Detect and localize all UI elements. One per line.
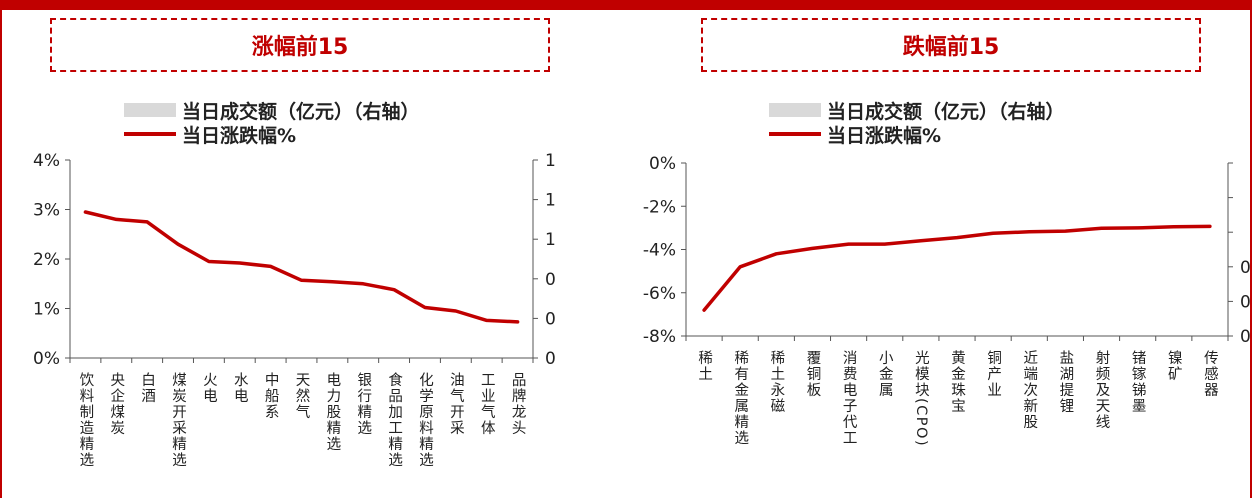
legend-label-bar: 当日成交额（亿元）（右轴）	[182, 100, 420, 123]
chart-2-x-tick-label: 锗镓锑墨	[1130, 350, 1146, 414]
chart-1-y-tick-label: 2%	[33, 250, 60, 270]
chart-1-y-tick-label: 4%	[33, 151, 60, 171]
chart-2-x-tick-label: 覆铜板	[804, 350, 820, 398]
chart-2-y-tick-label: -6%	[643, 284, 676, 304]
chart-2-x-tick-label: 消费电子代工	[841, 350, 857, 446]
chart-2-x-tick-label: 小金属	[877, 350, 893, 398]
chart-title-left: 涨幅前15	[50, 18, 550, 72]
legend-label-bar: 当日成交额（亿元）（右轴）	[827, 100, 1065, 123]
chart-2-x-tick-label: 传感器	[1202, 350, 1218, 398]
chart-1-y2-tick-label: 0	[545, 309, 556, 329]
chart-1-x-tick-label: 白酒	[139, 372, 155, 404]
chart-1-y2-tick-label: 1	[545, 230, 556, 250]
chart-1-y2-tick-label: 1	[545, 191, 556, 211]
chart-2-y-tick-label: -4%	[643, 241, 676, 261]
chart-1-x-tick-label: 银行精选	[355, 372, 371, 436]
chart-2-y-tick-label: 0%	[649, 154, 676, 174]
chart-1-y2-tick-label: 1	[545, 151, 556, 171]
chart-1-x-tick-label: 食品加工精选	[386, 372, 402, 468]
chart-1-x-tick-label: 电力股精选	[324, 372, 340, 452]
chart-1-x-tick-label: 工业气体	[479, 372, 495, 436]
chart-2-x-tick-label: 镍矿	[1166, 350, 1182, 382]
chart-1-x-tick-label: 央企煤炭	[108, 372, 124, 436]
chart-2-x-tick-label: 射频及天线	[1094, 350, 1110, 430]
chart-2-x-tick-label: 盐湖提锂	[1057, 350, 1073, 414]
chart-2-x-tick-label: 近端次新股	[1021, 350, 1037, 430]
chart-1-x-tick-label: 煤炭开采精选	[170, 372, 186, 468]
chart-1-x-tick-label: 化学原料精选	[417, 372, 433, 468]
legend-swatch-bar	[124, 103, 176, 117]
legend-item-line: 当日涨跌幅%	[124, 122, 420, 147]
chart-1-y-tick-label: 1%	[33, 300, 60, 320]
top-border	[0, 0, 1252, 10]
chart-2-series-line	[702, 224, 1212, 312]
legend-label-line: 当日涨跌幅%	[827, 124, 942, 147]
legend-swatch-line	[769, 132, 821, 136]
chart-1-y2-tick-label: 0	[545, 349, 556, 369]
chart-2-y-tick-label: -8%	[643, 327, 676, 347]
chart-1-x-tick-label: 中船系	[263, 372, 279, 420]
chart-1-x-tick-label: 油气开采	[448, 372, 464, 436]
chart-2-x-tick-label: 黄金珠宝	[949, 350, 965, 414]
chart-2-y-tick-label: -2%	[643, 197, 676, 217]
chart-1-series-line	[83, 210, 520, 324]
chart-2-x-tick-label: 光模块(CPO)	[913, 350, 929, 447]
chart-1-y-tick-label: 3%	[33, 201, 60, 221]
chart-1-y2-tick-label: 0	[545, 270, 556, 290]
legend-item-bar: 当日成交额（亿元）（右轴）	[124, 98, 420, 123]
chart-1-x-tick-label: 火电	[201, 372, 217, 404]
legend-swatch-line	[124, 132, 176, 136]
legend-right: 当日成交额（亿元）（右轴） 当日涨跌幅%	[769, 98, 1065, 147]
legend-item-line: 当日涨跌幅%	[769, 122, 1065, 147]
chart-1-x-tick-label: 品牌龙头	[510, 372, 526, 436]
chart-1-x-tick-label: 天然气	[294, 372, 310, 420]
chart-2-x-tick-label: 稀土永磁	[768, 350, 784, 414]
chart-title-right: 跌幅前15	[701, 18, 1201, 72]
legend-item-bar: 当日成交额（亿元）（右轴）	[769, 98, 1065, 123]
right-border	[1250, 10, 1252, 498]
chart-2-x-tick-label: 稀有金属精选	[732, 350, 748, 446]
chart-title-left-text: 涨幅前15	[251, 35, 349, 60]
left-border	[0, 10, 2, 498]
legend-swatch-bar	[769, 103, 821, 117]
legend-left: 当日成交额（亿元）（右轴） 当日涨跌幅%	[124, 98, 420, 147]
chart-1-x-tick-label: 水电	[232, 372, 248, 404]
chart-1-y-tick-label: 0%	[33, 349, 60, 369]
chart-title-right-text: 跌幅前15	[902, 35, 1000, 60]
chart-2-x-tick-label: 铜产业	[985, 350, 1001, 398]
chart-2-x-tick-label: 稀土	[696, 350, 712, 382]
chart-1-x-tick-label: 饮料制造精选	[77, 372, 93, 468]
legend-label-line: 当日涨跌幅%	[182, 124, 297, 147]
